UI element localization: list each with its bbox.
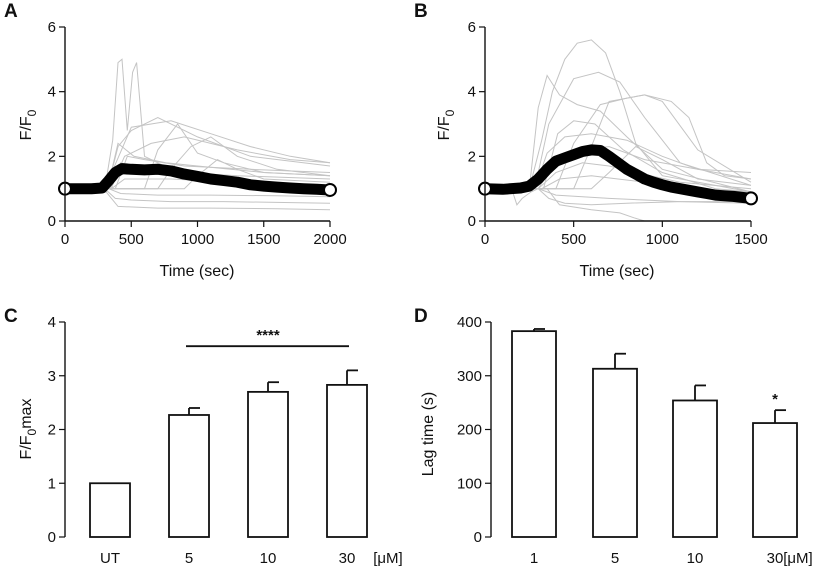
panel-a-letter: A (4, 1, 18, 22)
panel-b-cell-trace-12 (485, 145, 752, 190)
panel-d-category-label: 5 (611, 550, 619, 567)
panel-b-cell-trace-4 (485, 94, 752, 190)
panel-c-unit-label: [μM] (373, 550, 402, 567)
panel-c-significance-label: **** (256, 327, 280, 344)
panel-a-y-tick-label: 2 (48, 148, 56, 165)
panel-d-y-tick-label: 400 (457, 314, 482, 331)
panel-c-category-label: 10 (260, 550, 277, 567)
panel-b-mean-end-marker (744, 191, 758, 206)
panel-c-y-axis-title-main: F/F (18, 435, 35, 459)
panel-a-mean-series (58, 163, 337, 197)
panel-c-letter: C (4, 306, 18, 327)
panel-a-x-tick-label: 1500 (247, 231, 280, 248)
panel-b-mean-series (478, 144, 758, 206)
panel-c-y-tick-label: 1 (48, 475, 56, 492)
panel-b-y-tick-label: 4 (468, 84, 476, 101)
panel-a-y-tick-label: 0 (48, 213, 56, 230)
panel-a-mean-end-marker (323, 182, 337, 197)
panel-c-y-axis-title-sub: 0 (25, 428, 39, 435)
panel-a-x-tick-label: 1000 (181, 231, 214, 248)
panel-b-y-axis-title-sub: 0 (443, 109, 457, 116)
panel-a-cell-trace-5 (65, 123, 331, 190)
panel-d-bar-30 (752, 422, 798, 538)
panel-b-letter: B (414, 1, 428, 22)
panel-a-axes: 0 2 4 6 0 500 1000 1500 2000 (48, 19, 347, 248)
panel-d-unit-label: [μM] (783, 550, 812, 567)
panel-c-bar-10 (247, 390, 289, 538)
panel-c-y-axis-title-suffix: max (18, 399, 35, 429)
panel-b-axes: 0 2 4 6 0 500 1000 1500 (468, 19, 768, 248)
panel-a-x-tick-label: 0 (61, 231, 69, 248)
panel-c-bar-5 (168, 414, 210, 538)
panel-a-y-axis-title-main: F/F (18, 116, 35, 140)
panel-c-bars: UT 5 10 30 **** (89, 327, 368, 567)
panel-b-x-tick-label: 1500 (734, 231, 767, 248)
panel-d-y-tick-label: 100 (457, 475, 482, 492)
panel-c-y-axis-title: F/F0max (18, 399, 39, 460)
panel-a-x-axis-title: Time (sec) (160, 263, 235, 280)
panel-a-y-tick-label: 4 (48, 84, 56, 101)
panel-a-y-axis-title: F/F0 (18, 109, 39, 140)
panel-a-mean-line (59, 163, 336, 196)
panel-c-category-label: 30 (339, 550, 356, 567)
panel-b-mean-line (479, 144, 757, 204)
panel-b-y-axis-title: F/F0 (436, 109, 457, 140)
panel-c-category-label: 5 (185, 550, 193, 567)
panel-b-cell-trace-13 (485, 188, 752, 206)
panel-b-cell-trace-11 (485, 162, 752, 190)
panel-a-x-tick-label: 500 (119, 231, 144, 248)
panel-a-cell-trace-1 (65, 58, 331, 190)
panel-a-cell-trace-10 (65, 136, 331, 190)
panel-d-significance-label: * (772, 391, 778, 408)
panel-c-axes: 0 1 2 3 4 (48, 314, 66, 546)
panel-b-x-tick-label: 0 (481, 231, 489, 248)
panel-b-y-tick-label: 6 (468, 19, 476, 36)
panel-b-cell-trace-7 (485, 188, 751, 206)
panel-d: D 0 100 200 300 400 1 5 10 30 * Lag time (s) [μM… (414, 306, 813, 567)
panel-a-x-tick-label: 2000 (313, 231, 346, 248)
panel-d-bar-10 (672, 399, 718, 538)
panel-d-bars: 1 5 10 30 * (511, 328, 798, 567)
panel-d-category-label: 30 (767, 550, 784, 567)
panel-d-y-tick-label: 200 (457, 422, 482, 439)
panel-b-cell-trace-10 (485, 71, 752, 190)
panel-d-letter: D (414, 306, 428, 327)
panel-d-category-label: 10 (687, 550, 704, 567)
panel-c-y-tick-label: 3 (48, 368, 56, 385)
panel-c-bar-UT (89, 482, 131, 538)
panel-d-y-tick-label: 0 (474, 529, 482, 546)
panel-b-x-tick-label: 500 (561, 231, 586, 248)
panel-a-y-axis-title-sub: 0 (25, 109, 39, 116)
panel-d-category-label: 1 (530, 550, 538, 567)
panel-b-x-tick-label: 1000 (646, 231, 679, 248)
panel-c-y-tick-label: 2 (48, 422, 56, 439)
panel-d-y-tick-label: 300 (457, 368, 482, 385)
panel-b-y-axis-title-main: F/F (436, 116, 453, 140)
panel-b-cell-trace-2 (485, 74, 752, 193)
panel-b-cell-trace-3 (485, 94, 752, 190)
panel-a-cell-trace-13 (65, 159, 331, 190)
panel-d-bar-5 (592, 367, 638, 538)
panel-b-y-tick-label: 0 (468, 213, 476, 230)
panel-d-bar-1 (511, 330, 557, 538)
panel-c-y-tick-label: 4 (48, 314, 56, 331)
panel-d-y-axis-title: Lag time (s) (420, 392, 437, 476)
panel-b-x-axis-title: Time (sec) (580, 263, 655, 280)
panel-b-y-tick-label: 2 (468, 148, 476, 165)
panel-a-y-tick-label: 6 (48, 19, 56, 36)
panel-c-bar-30 (326, 383, 368, 538)
panel-d-axes: 0 100 200 300 400 (457, 314, 492, 546)
panel-c-y-tick-label: 0 (48, 529, 56, 546)
panel-c-category-label: UT (100, 550, 120, 567)
